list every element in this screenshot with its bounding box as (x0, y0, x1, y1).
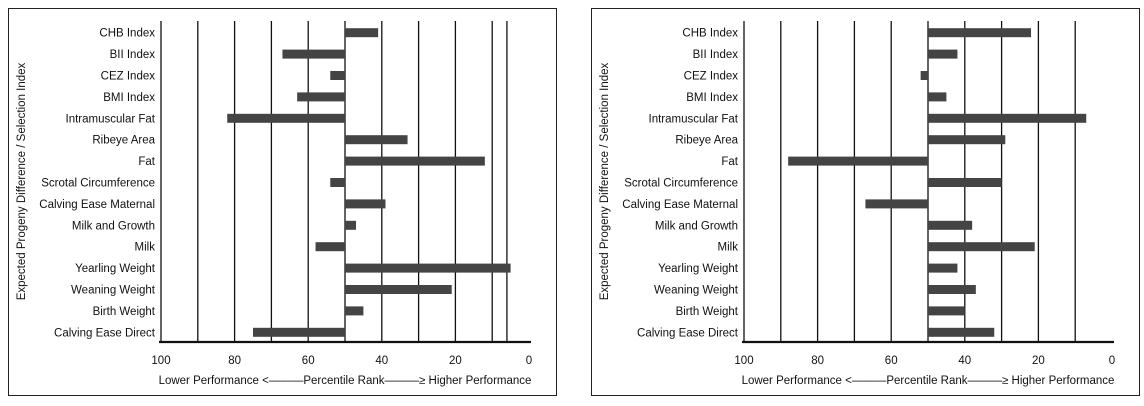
bar-right-10 (928, 242, 1035, 252)
bar-left-11 (345, 263, 511, 273)
category-label-left-6: Fat (138, 156, 155, 168)
bar-left-7 (330, 178, 345, 187)
x-tick-label-right-0: 100 (734, 355, 753, 367)
x-axis-title-left: Lower Performance <———Percentile Rank———… (159, 375, 532, 387)
category-label-right-2: CEZ Index (684, 71, 739, 83)
category-label-left-7: Scrotal Circumference (41, 178, 155, 190)
category-label-left-0: CHB Index (99, 28, 155, 40)
bar-right-2 (920, 71, 928, 80)
x-tick-label-left-0: 100 (151, 355, 170, 367)
bar-right-8 (865, 199, 928, 209)
bar-left-13 (345, 306, 364, 316)
bar-right-6 (788, 156, 928, 166)
bar-left-3 (297, 92, 345, 102)
x-tick-label-left-4: 20 (449, 355, 462, 367)
category-label-right-11: Yearling Weight (658, 263, 739, 275)
category-label-right-10: Milk (718, 242, 739, 254)
category-label-right-7: Scrotal Circumference (624, 178, 738, 190)
x-tick-label-right-2: 60 (885, 355, 898, 367)
x-tick-label-left-3: 40 (375, 355, 388, 367)
bar-right-3 (928, 92, 947, 102)
bar-right-4 (928, 113, 1087, 123)
bar-right-14 (928, 327, 995, 337)
x-tick-label-right-5: 0 (1109, 355, 1115, 367)
x-tick-label-right-4: 20 (1032, 355, 1045, 367)
category-label-right-13: Birth Weight (676, 306, 739, 318)
bar-right-5 (928, 135, 1006, 145)
chart-right-svg: CHB Index BII Index CEZ Index BMI Index Intr… (599, 21, 1115, 387)
x-tick-label-left-2: 60 (302, 355, 315, 367)
bar-right-0 (928, 28, 1032, 38)
category-label-left-2: CEZ Index (101, 71, 156, 83)
chart-panel-right: CHB Index BII Index CEZ Index BMI Index Intr… (591, 8, 1140, 396)
category-label-right-8: Calving Ease Maternal (622, 199, 738, 211)
category-label-right-3: BMI Index (686, 92, 738, 104)
x-tick-label-right-3: 40 (958, 355, 971, 367)
x-axis-title-right: Lower Performance <———Percentile Rank———… (742, 375, 1115, 387)
bar-left-5 (345, 135, 408, 145)
x-tick-label-right-1: 80 (811, 355, 824, 367)
category-label-right-6: Fat (721, 156, 738, 168)
bar-left-2 (330, 71, 345, 80)
category-label-left-1: BII Index (110, 49, 156, 61)
bar-right-9 (928, 220, 973, 230)
bar-left-8 (345, 199, 386, 209)
category-label-left-4: Intramuscular Fat (66, 113, 156, 125)
bar-right-7 (928, 178, 1002, 187)
bar-left-6 (345, 156, 485, 166)
category-label-left-8: Calving Ease Maternal (39, 199, 155, 211)
category-label-right-5: Ribeye Area (675, 135, 738, 147)
category-label-left-10: Milk (135, 242, 156, 254)
bar-left-4 (227, 113, 345, 123)
x-tick-label-left-1: 80 (228, 355, 241, 367)
bar-left-12 (345, 285, 452, 294)
bar-left-14 (253, 327, 345, 337)
category-label-left-14: Calving Ease Direct (54, 327, 156, 339)
y-axis-title-left: Expected Progeny Difference / Selection … (16, 62, 28, 300)
chart-panel-left: CHB Index BII Index CEZ Index BMI Index Intr… (8, 8, 557, 396)
category-label-left-12: Weaning Weight (71, 285, 156, 297)
category-label-right-0: CHB Index (682, 28, 738, 40)
category-label-right-12: Weaning Weight (654, 285, 739, 297)
category-label-left-9: Milk and Growth (72, 220, 155, 232)
x-tick-label-left-5: 0 (526, 355, 532, 367)
y-axis-title-right: Expected Progeny Difference / Selection … (599, 62, 611, 300)
bar-right-11 (928, 263, 958, 273)
bar-right-13 (928, 306, 965, 316)
category-label-left-5: Ribeye Area (92, 135, 155, 147)
category-label-left-13: Birth Weight (93, 306, 156, 318)
bar-left-1 (282, 49, 345, 59)
category-label-right-14: Calving Ease Direct (637, 327, 739, 339)
bar-left-10 (315, 242, 345, 252)
category-label-left-11: Yearling Weight (75, 263, 156, 275)
bar-left-9 (345, 220, 357, 230)
category-label-right-1: BII Index (693, 49, 739, 61)
bar-right-1 (928, 49, 958, 59)
chart-left-svg: CHB Index BII Index CEZ Index BMI Index Intr… (16, 21, 532, 387)
bar-right-12 (928, 285, 976, 294)
bar-left-0 (345, 28, 379, 38)
category-label-right-4: Intramuscular Fat (649, 113, 739, 125)
category-label-left-3: BMI Index (103, 92, 155, 104)
category-label-right-9: Milk and Growth (655, 220, 738, 232)
